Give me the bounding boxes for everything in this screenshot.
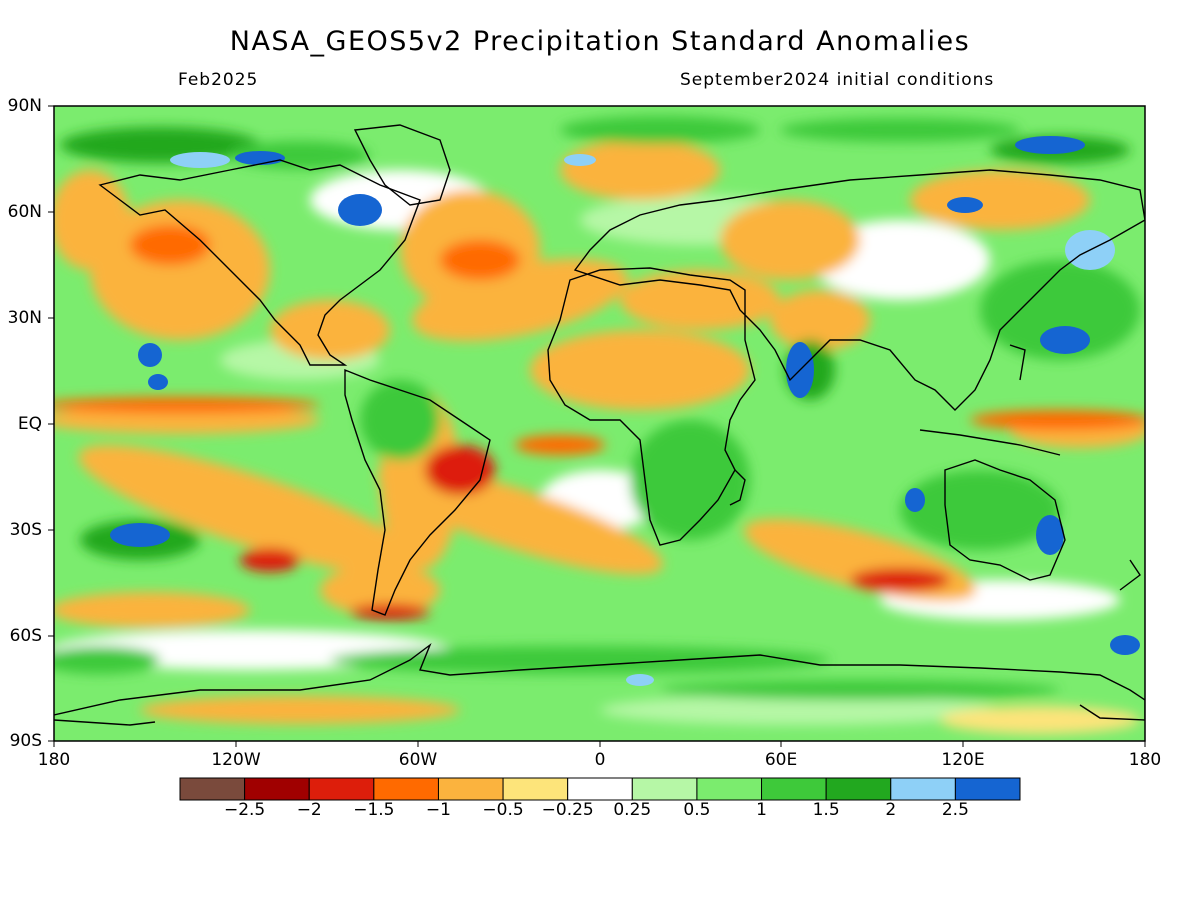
colorbar-tick-label: 2.5 bbox=[941, 800, 969, 820]
colorbar-swatch bbox=[308, 777, 375, 801]
coastlines bbox=[54, 124, 1145, 726]
colorbar-tick-label: 0.25 bbox=[613, 800, 652, 820]
lat-label-60n: 60N bbox=[7, 202, 42, 222]
lat-label-90s: 90S bbox=[9, 731, 42, 751]
lat-label-60s: 60S bbox=[9, 626, 42, 646]
colorbar-swatch bbox=[696, 777, 763, 801]
colorbar-swatch bbox=[179, 777, 246, 801]
colorbar-swatch bbox=[825, 777, 892, 801]
lat-label-30n: 30N bbox=[7, 308, 42, 328]
lon-label-180w: 180 bbox=[37, 750, 71, 770]
colorbar-tick-label: −2 bbox=[296, 800, 322, 820]
colorbar-tick-label: −1.5 bbox=[353, 800, 395, 820]
axis-ticks bbox=[48, 105, 1146, 747]
lon-label-60w: 60W bbox=[398, 750, 438, 770]
map-title: NASA_GEOS5v2 Precipitation Standard Anom… bbox=[229, 26, 971, 57]
colorbar-tick-label: −1 bbox=[425, 800, 451, 820]
colorbar-swatch bbox=[761, 777, 827, 801]
lon-label-60e: 60E bbox=[764, 750, 798, 770]
colorbar-tick-label: −0.25 bbox=[541, 800, 594, 820]
lon-label-0: 0 bbox=[594, 750, 606, 770]
initial-conditions-label: September2024 initial conditions bbox=[680, 70, 995, 90]
colorbar-tick-label: 0.5 bbox=[683, 800, 711, 820]
colorbar-tick-label: −0.5 bbox=[482, 800, 524, 820]
lon-label-120e: 120E bbox=[941, 750, 985, 770]
colorbar-swatch bbox=[631, 777, 698, 801]
colorbar-swatch bbox=[373, 777, 439, 801]
lat-label-90n: 90N bbox=[7, 96, 42, 116]
valid-month-label: Feb2025 bbox=[178, 70, 259, 90]
colorbar-tick-label: 1.5 bbox=[812, 800, 840, 820]
anomaly-field bbox=[54, 106, 1145, 741]
colorbar bbox=[179, 777, 1021, 801]
lat-label-eq: EQ bbox=[17, 414, 42, 434]
lat-label-30s: 30S bbox=[9, 520, 42, 540]
lon-label-180e: 180 bbox=[1128, 750, 1162, 770]
colorbar-swatch bbox=[437, 777, 504, 801]
wet-anomaly-spots bbox=[110, 136, 1140, 686]
colorbar-swatch bbox=[954, 777, 1021, 801]
colorbar-swatch bbox=[244, 777, 310, 801]
colorbar-tick-label: −2.5 bbox=[223, 800, 266, 820]
colorbar-tick-label: 2 bbox=[885, 800, 897, 820]
colorbar-swatch bbox=[502, 777, 569, 801]
colorbar-swatch bbox=[890, 777, 956, 801]
lon-label-120w: 120W bbox=[211, 750, 261, 770]
colorbar-swatch bbox=[567, 777, 633, 801]
colorbar-tick-label: 1 bbox=[756, 800, 767, 820]
